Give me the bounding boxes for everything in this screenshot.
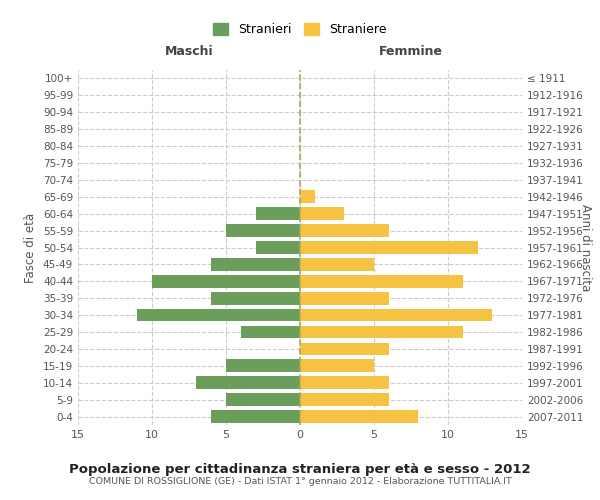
Bar [300,394,389,406]
Bar [211,410,300,423]
Bar [300,309,493,322]
Bar [300,208,344,220]
Bar [211,292,300,304]
Bar [300,258,374,270]
Bar [300,376,389,389]
Legend: Stranieri, Straniere: Stranieri, Straniere [209,20,391,40]
Y-axis label: Fasce di età: Fasce di età [25,212,37,282]
Bar [300,342,389,355]
Bar [300,410,418,423]
Bar [226,224,300,237]
Text: Maschi: Maschi [164,45,214,58]
Bar [226,360,300,372]
Bar [300,241,478,254]
Bar [300,292,389,304]
Text: COMUNE DI ROSSIGLIONE (GE) - Dati ISTAT 1° gennaio 2012 - Elaborazione TUTTITALI: COMUNE DI ROSSIGLIONE (GE) - Dati ISTAT … [89,478,511,486]
Bar [152,275,300,287]
Y-axis label: Anni di nascita: Anni di nascita [579,204,592,291]
Text: Popolazione per cittadinanza straniera per età e sesso - 2012: Popolazione per cittadinanza straniera p… [69,462,531,475]
Bar [211,258,300,270]
Bar [300,224,389,237]
Bar [256,208,300,220]
Bar [196,376,300,389]
Bar [300,360,374,372]
Bar [300,275,463,287]
Bar [300,190,315,203]
Bar [241,326,300,338]
Bar [256,241,300,254]
Bar [300,326,463,338]
Bar [226,394,300,406]
Bar [137,309,300,322]
Text: Femmine: Femmine [379,45,443,58]
